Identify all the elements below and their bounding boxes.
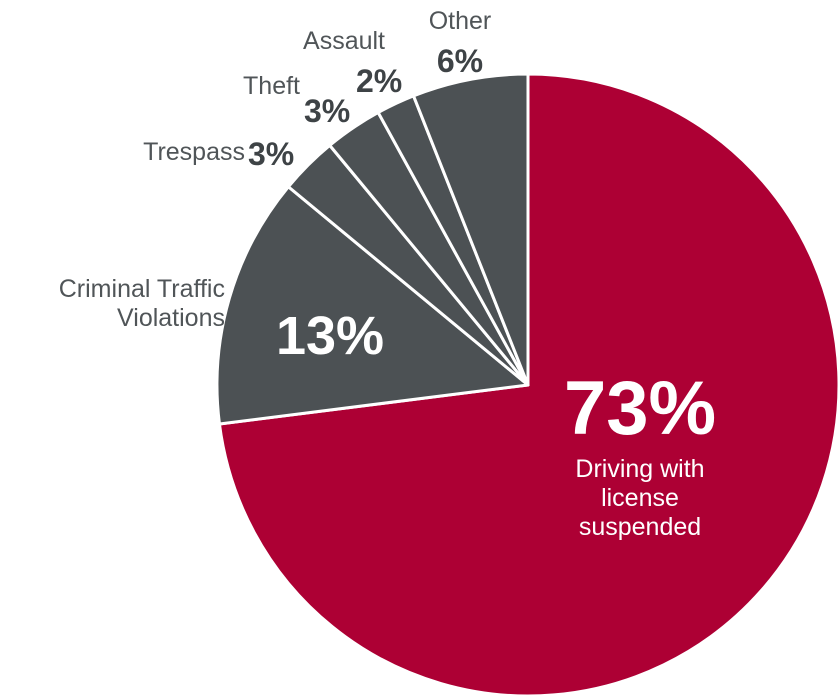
slice-label: Criminal Traffic Violations — [58, 275, 225, 332]
slice-label: Theft — [243, 72, 300, 100]
slice-label: Assault — [303, 27, 385, 55]
value-label: 6% — [436, 43, 484, 79]
value-label: 3% — [248, 136, 295, 172]
pie-slice — [412, 72, 530, 387]
value-label: 2% — [356, 63, 403, 99]
slice-label: Driving with license suspended — [575, 455, 705, 541]
slice-label: Trespass — [143, 138, 245, 166]
value-label: 73% — [563, 366, 717, 451]
value-label: 13% — [275, 306, 385, 366]
pie-slice — [215, 185, 530, 426]
slice-label: Other — [428, 7, 492, 35]
value-label: 3% — [304, 93, 351, 129]
